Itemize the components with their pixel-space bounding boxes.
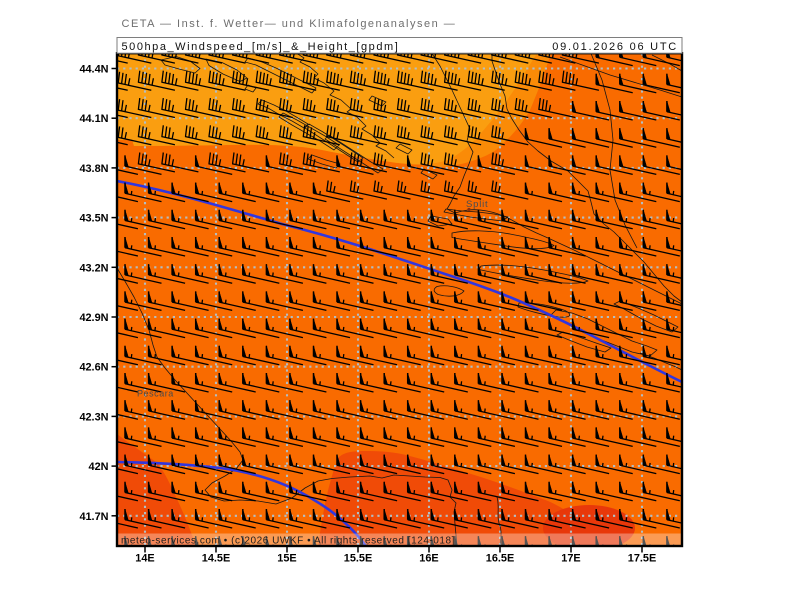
- svg-text:43.8N: 43.8N: [79, 163, 108, 175]
- svg-text:17E: 17E: [561, 553, 580, 565]
- svg-text:14.5E: 14.5E: [202, 553, 230, 565]
- svg-text:42.3N: 42.3N: [79, 411, 108, 423]
- svg-text:42.6N: 42.6N: [79, 362, 108, 374]
- svg-text:41.7N: 41.7N: [79, 511, 108, 523]
- svg-text:15.5E: 15.5E: [344, 553, 372, 565]
- svg-text:16.5E: 16.5E: [486, 553, 514, 565]
- svg-text:43.2N: 43.2N: [79, 262, 108, 274]
- svg-text:09.01.2026 06 UTC: 09.01.2026 06 UTC: [552, 41, 678, 53]
- svg-text:Pescara: Pescara: [137, 389, 174, 399]
- svg-text:16E: 16E: [419, 553, 438, 565]
- svg-text:CETA — Inst. f. Wetter— und Kl: CETA — Inst. f. Wetter— und Klimafolgena…: [122, 18, 457, 30]
- svg-text:14E: 14E: [135, 553, 154, 565]
- svg-text:42.9N: 42.9N: [79, 312, 108, 324]
- svg-text:42N: 42N: [89, 461, 109, 473]
- svg-text:44.4N: 44.4N: [79, 64, 108, 76]
- svg-text:44.1N: 44.1N: [79, 113, 108, 125]
- svg-text:17.5E: 17.5E: [628, 553, 656, 565]
- svg-text:43.5N: 43.5N: [79, 213, 108, 225]
- svg-text:meteo-services.com • (c)2026 U: meteo-services.com • (c)2026 UWKF • All …: [121, 536, 455, 547]
- svg-text:Split: Split: [466, 199, 488, 210]
- svg-text:500hpa_Windspeed_[m/s]_&_Heigh: 500hpa_Windspeed_[m/s]_&_Height_[gpdm]: [122, 41, 400, 53]
- svg-text:15E: 15E: [277, 553, 296, 565]
